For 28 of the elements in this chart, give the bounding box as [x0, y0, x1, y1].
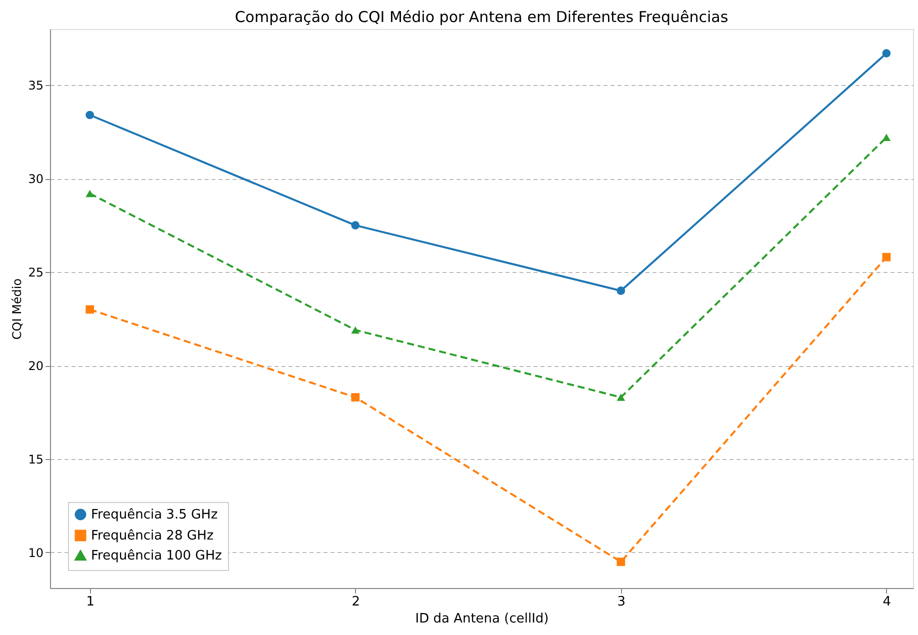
point	[351, 326, 360, 334]
point	[86, 110, 94, 120]
y-tick-label: 15	[28, 452, 44, 466]
y-tick-label: 10	[28, 546, 44, 560]
y-tick-label: 20	[28, 359, 44, 374]
x-tick-label: 3	[617, 594, 626, 610]
point	[616, 286, 626, 295]
legend-label: Frequência 100 GHz	[91, 548, 222, 564]
x-tick-label: 1	[86, 594, 94, 610]
y-tick-label: 30	[28, 172, 44, 186]
point	[86, 305, 94, 314]
chart-title: Comparação do CQI Médio por Antena em Diferentes Frequências	[234, 8, 728, 26]
point	[351, 393, 360, 402]
y-tick-label: 35	[28, 78, 44, 93]
y-tick-label: 25	[28, 266, 44, 280]
point	[616, 394, 626, 401]
point	[86, 190, 94, 198]
x-tick-label: 4	[882, 594, 892, 610]
point	[351, 221, 360, 230]
point	[882, 49, 891, 58]
legend-label: Frequência 3.5 GHz	[91, 508, 218, 522]
point	[616, 558, 626, 566]
legend-label: Frequência 28 GHz	[91, 528, 214, 544]
y-axis-title: CQI Médio	[10, 278, 24, 340]
point	[882, 252, 891, 262]
x-tick-label: 2	[352, 594, 360, 610]
point	[882, 134, 891, 142]
x-axis-title: ID da Antena (cellId)	[415, 612, 549, 626]
